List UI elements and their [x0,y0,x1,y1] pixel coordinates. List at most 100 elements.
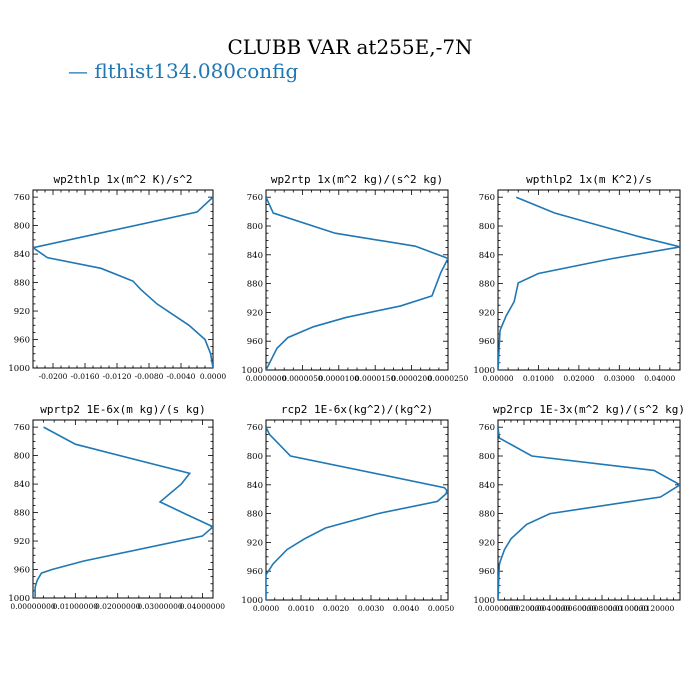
x-tick-label: 0.03000 [604,374,635,383]
x-tick-label: 0.0040 [393,604,419,613]
y-tick-label: 800 [247,222,263,232]
y-tick-label: 1000 [8,594,30,604]
legend-entry: — flthist134.080config [68,59,298,83]
panel-title: wp2rcp 1E-3x(m^2 kg)/(s^2 kg) [493,403,685,416]
series-line [498,427,680,600]
x-tick-label: 0.0000100 [319,374,360,383]
x-tick-label: 0.01000000 [53,602,99,611]
series-line [498,196,680,370]
subplot-grid: wp2thlp 1x(m^2 K)/s^2 760 800 840 880 920 960 1… [8,173,685,613]
x-tick-label: 0.0050 [428,604,454,613]
y-tick-label: 840 [247,251,263,261]
y-tick-label: 1000 [8,364,30,374]
y-tick-label: 760 [247,423,263,433]
y-tick-label: 960 [247,337,263,347]
x-tick-label: 0.0020 [323,604,349,613]
x-tick-label: 0.01000 [523,374,554,383]
y-tick-label: 840 [479,251,495,261]
x-tick-label: 0.0000150 [355,374,396,383]
subplot-panel: wp2thlp 1x(m^2 K)/s^2 760 800 840 880 920 960 1… [8,173,226,381]
y-tick-label: 760 [14,193,30,203]
x-tick-label: 0.0000200 [391,374,432,383]
y-tick-label: 920 [247,538,263,548]
panel-title: wprtp2 1E-6x(m kg)/(s kg) [40,403,206,416]
x-tick-label: -0.0120 [103,372,132,381]
series-line [33,196,213,368]
x-tick-label: 0.0000050 [282,374,323,383]
y-tick-label: 960 [14,566,30,576]
subplot-panel: wp2rtp 1x(m^2 kg)/(s^2 kg) 760 800 840 880 92… [241,173,468,383]
plot-frame [265,189,449,371]
x-tick-label: 0.0020000 [504,604,545,613]
y-tick-label: 920 [479,538,495,548]
x-tick-label: 0.0000 [200,372,226,381]
x-tick-label: 0.04000 [644,374,675,383]
y-tick-label: 920 [247,308,263,318]
x-tick-label: -0.0040 [167,372,196,381]
y-tick-label: 1000 [473,596,495,606]
y-tick-label: 920 [14,537,30,547]
panel-title: wpthlp2 1x(m K^2)/s [526,173,652,186]
x-tick-label: 0.0040000 [530,604,571,613]
plot-frame [32,419,214,599]
y-tick-label: 1000 [241,366,263,376]
subplot-panel: rcp2 1E-6x(kg^2)/(kg^2) 760 800 840 880 920 96… [241,403,454,613]
x-tick-label: 0.0010 [288,604,314,613]
x-tick-label: 0.02000000 [95,602,141,611]
subplot-panel: wprtp2 1E-6x(m kg)/(s kg) 760 800 840 880 920… [8,403,225,611]
y-tick-label: 760 [14,423,30,433]
y-tick-label: 800 [247,452,263,462]
x-tick-label: 0.0000000 [246,374,287,383]
x-tick-label: 0.00000 [482,374,513,383]
x-tick-label: 0.0060000 [556,604,597,613]
plot-frame [265,419,449,601]
x-tick-label: -0.0160 [71,372,100,381]
y-tick-label: 840 [247,481,263,491]
x-tick-label: 0.04000000 [180,602,226,611]
y-tick-label: 960 [247,567,263,577]
series-line [266,426,448,600]
y-tick-label: 800 [14,452,30,462]
y-tick-label: 760 [247,193,263,203]
y-tick-label: 920 [479,308,495,318]
y-tick-label: 1000 [241,596,263,606]
series-line [34,426,213,598]
x-tick-label: 0.0000250 [428,374,469,383]
x-tick-label: 0.0080000 [582,604,623,613]
y-tick-label: 880 [479,280,495,290]
x-tick-label: 0.00000000 [10,602,56,611]
subplot-panel: wp2rcp 1E-3x(m^2 kg)/(s^2 kg) 760 800 840 88… [473,403,685,613]
x-tick-label: -0.0200 [39,372,68,381]
x-tick-label: 0.03000000 [137,602,183,611]
y-tick-label: 840 [479,481,495,491]
x-tick-label: 0.0000000 [478,604,519,613]
x-tick-label: 0.0000 [253,604,279,613]
y-tick-label: 880 [14,279,30,289]
x-tick-label: 0.0100000 [608,604,649,613]
y-tick-label: 920 [14,307,30,317]
y-tick-label: 840 [14,250,30,260]
y-tick-label: 960 [479,567,495,577]
series-line [266,196,448,370]
plot-frame [497,419,681,601]
y-tick-label: 880 [247,280,263,290]
x-tick-label: 0.0030 [358,604,384,613]
y-tick-label: 760 [479,193,495,203]
y-tick-label: 840 [14,480,30,490]
y-tick-label: 880 [479,510,495,520]
y-tick-label: 880 [14,509,30,519]
plot-frame [32,189,214,369]
figure-title: CLUBB VAR at255E,-7N [227,35,472,59]
y-tick-label: 800 [479,452,495,462]
y-tick-label: 1000 [473,366,495,376]
y-tick-label: 760 [479,423,495,433]
y-tick-label: 960 [479,337,495,347]
y-tick-label: 800 [479,222,495,232]
panel-title: rcp2 1E-6x(kg^2)/(kg^2) [281,403,433,416]
y-tick-label: 800 [14,222,30,232]
y-tick-label: 960 [14,336,30,346]
subplot-panel: wpthlp2 1x(m K^2)/s 760 800 840 880 920 960 100… [473,173,681,383]
x-tick-label: 0.02000 [563,374,594,383]
panel-title: wp2thlp 1x(m^2 K)/s^2 [53,173,192,186]
